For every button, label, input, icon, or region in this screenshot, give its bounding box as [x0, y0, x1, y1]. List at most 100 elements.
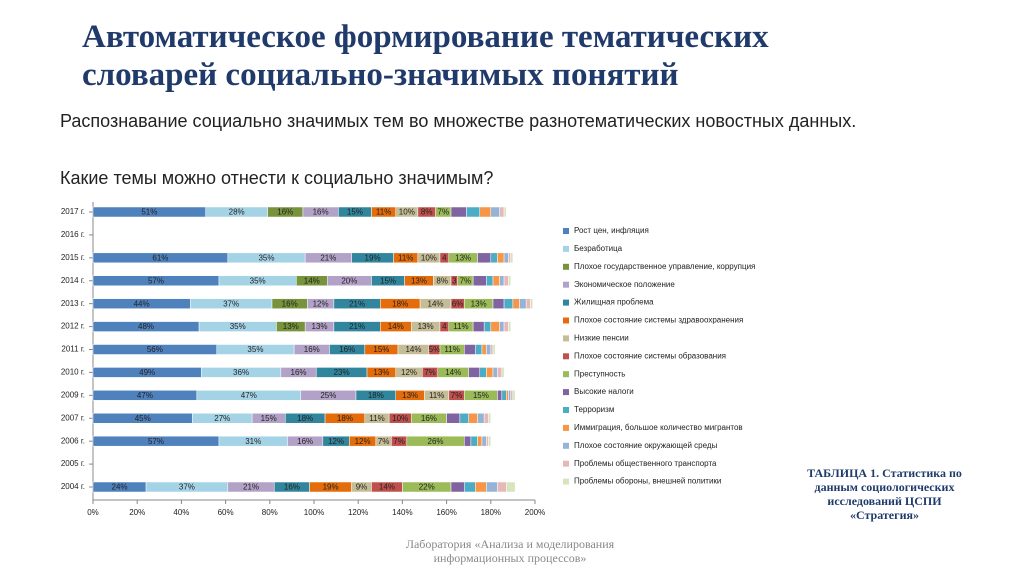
data-label: 13% — [283, 322, 299, 331]
bar-segment — [490, 321, 500, 332]
legend-label: Терроризм — [574, 405, 614, 414]
bar-segment — [486, 275, 494, 286]
bar-segment — [530, 298, 534, 309]
y-tick-label: 2006 г. — [61, 436, 85, 445]
data-label: 11% — [369, 414, 384, 423]
bar-segment — [490, 206, 500, 218]
legend-swatch — [563, 478, 569, 485]
legend-label: Плохое состояние окружающей среды — [574, 441, 718, 450]
caption: ТАБЛИЦА 1. Статистика по данным социолог… — [807, 466, 962, 522]
data-label: 14% — [445, 368, 461, 377]
bar-segment — [508, 275, 511, 286]
y-tick-label: 2017 г. — [61, 207, 85, 216]
data-label: 12% — [328, 437, 344, 446]
bar-segment — [497, 252, 505, 264]
data-label: 56% — [147, 345, 163, 354]
data-label: 11% — [376, 208, 391, 217]
bar-segment — [525, 298, 531, 309]
bar-segment — [470, 435, 478, 447]
legend-label: Экономическое положение — [574, 280, 675, 289]
legend-label: Рост цен, инфляция — [574, 226, 649, 235]
data-label: 49% — [139, 368, 155, 377]
legend-label: Проблемы обороны, внешней политики — [574, 477, 721, 486]
data-label: 16% — [421, 414, 437, 423]
legend-swatch — [563, 353, 569, 360]
bar-segment — [506, 390, 509, 401]
question: Какие темы можно отнести к социально зна… — [60, 168, 494, 188]
data-label: 4 — [442, 322, 447, 331]
data-label: 35% — [258, 253, 274, 262]
x-tick-label: 200% — [525, 508, 545, 517]
data-label: 36% — [233, 368, 249, 377]
data-label: 10% — [399, 208, 415, 217]
bar-segment — [492, 367, 498, 378]
data-label: 10% — [421, 253, 437, 262]
bar-segment — [481, 435, 487, 447]
bar-segment — [508, 321, 511, 332]
bar-segment — [503, 275, 509, 286]
bar-segment — [506, 481, 516, 493]
legend-label: Плохое государственное управление, корру… — [574, 262, 755, 271]
bar-segment — [475, 481, 487, 493]
data-label: 6% — [452, 299, 464, 308]
x-tick-label: 80% — [262, 508, 278, 517]
bar-segment — [508, 390, 511, 401]
data-label: 28% — [229, 208, 245, 217]
bar-segment — [483, 321, 492, 332]
legend-swatch — [563, 335, 569, 342]
data-label: 37% — [179, 483, 195, 492]
legend-swatch — [563, 263, 569, 270]
data-label: 18% — [337, 414, 353, 423]
data-label: 9% — [356, 483, 368, 492]
legend-swatch — [563, 442, 569, 449]
data-label: 48% — [138, 322, 154, 331]
x-tick-label: 100% — [304, 508, 324, 517]
data-label: 7% — [393, 437, 405, 446]
legend-swatch — [563, 228, 569, 234]
bar-segment — [490, 344, 494, 355]
bar-segment — [466, 206, 480, 218]
x-tick-label: 40% — [173, 508, 189, 517]
data-label: 26% — [428, 437, 444, 446]
bar-segment — [479, 206, 492, 218]
bar-segment — [497, 367, 503, 378]
bar-segment — [510, 390, 514, 401]
bar-segment — [503, 206, 507, 218]
data-label: 15% — [261, 414, 277, 423]
legend-swatch — [563, 407, 569, 413]
bar-segment — [481, 344, 487, 355]
bar-segment — [503, 321, 509, 332]
bar-segment — [486, 435, 489, 447]
data-label: 35% — [230, 322, 246, 331]
data-label: 57% — [148, 276, 164, 285]
subtitle: Распознавание социально значимых тем во … — [60, 111, 857, 131]
y-tick-label: 2015 г. — [61, 253, 85, 262]
bar-segment — [477, 413, 485, 424]
bar-segment — [472, 275, 487, 286]
y-tick-label: 2011 г. — [61, 345, 85, 354]
bar-segment — [492, 275, 500, 286]
data-label: 21% — [349, 322, 365, 331]
bar-segment — [450, 481, 465, 493]
data-label: 45% — [135, 414, 151, 423]
bar-segment — [477, 252, 492, 264]
data-label: 7% — [451, 391, 463, 400]
data-label: 61% — [152, 253, 168, 262]
data-label: 37% — [223, 299, 239, 308]
data-label: 23% — [334, 368, 350, 377]
data-label: 21% — [320, 253, 336, 262]
footer: Лаборатория «Анализа и моделирования инф… — [405, 537, 615, 565]
data-label: 16% — [304, 345, 320, 354]
data-label: 7% — [438, 208, 450, 217]
data-label: 51% — [141, 208, 157, 217]
legend-swatch — [563, 389, 569, 396]
data-label: 44% — [134, 299, 150, 308]
data-label: 35% — [250, 276, 266, 285]
legend-label: Иммиграция, большое количество мигрантов — [574, 423, 743, 432]
legend-label: Высокие налоги — [574, 387, 634, 396]
data-label: 16% — [313, 208, 329, 217]
bar-segment — [488, 435, 492, 447]
legend-swatch — [563, 281, 569, 288]
bar-segment — [486, 367, 494, 378]
